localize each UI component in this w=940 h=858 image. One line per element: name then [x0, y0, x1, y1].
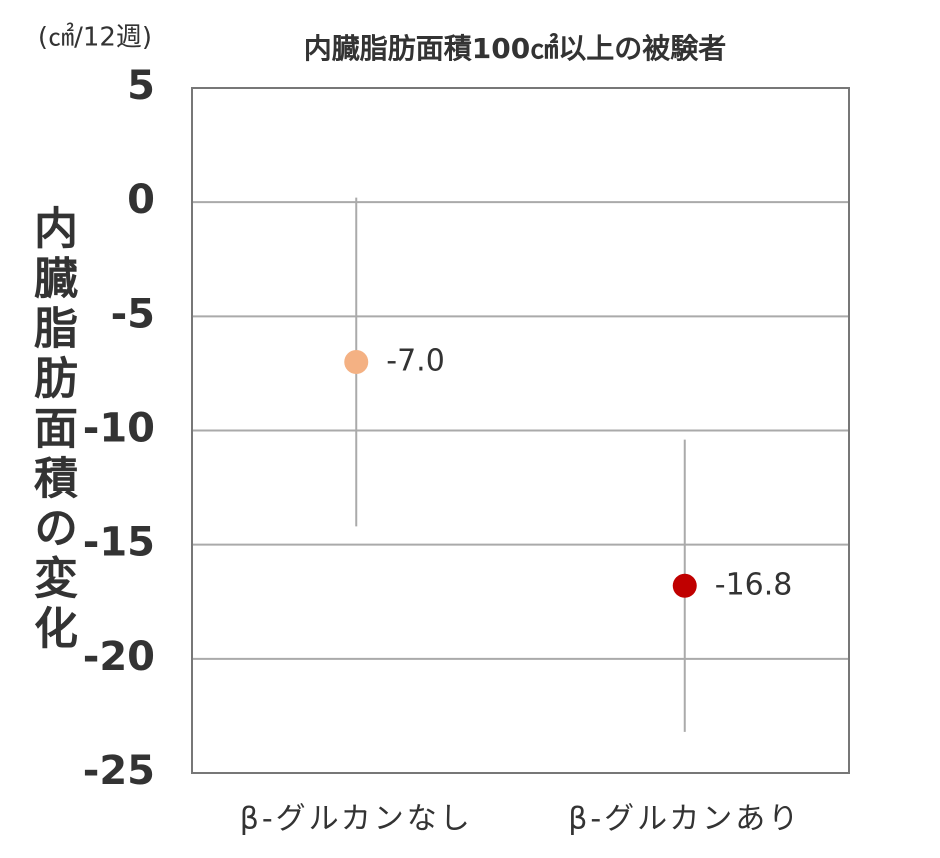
data-point — [344, 350, 369, 374]
y-axis-label: 内臓脂肪面積の変化 — [26, 205, 77, 655]
y-tick-label: 0 — [127, 177, 155, 223]
y-tick-label: -10 — [83, 406, 155, 452]
plot-frame — [191, 87, 850, 774]
y-tick-label: -20 — [83, 634, 155, 680]
data-point — [672, 573, 697, 598]
data-label: -16.8 — [715, 567, 793, 602]
data-label: -7.0 — [386, 344, 445, 379]
y-tick-label: -25 — [83, 748, 155, 794]
x-tick-label: β-グルカンなし — [240, 802, 473, 837]
y-tick-label: -5 — [111, 291, 155, 337]
chart-title: 内臓脂肪面積100㎠以上の被験者 — [304, 32, 726, 65]
y-tick-label: 5 — [127, 63, 155, 109]
y-tick-label: -15 — [83, 520, 155, 566]
unit-label: (㎠/12週) — [38, 23, 152, 53]
x-tick-label: β-グルカンあり — [568, 802, 801, 837]
